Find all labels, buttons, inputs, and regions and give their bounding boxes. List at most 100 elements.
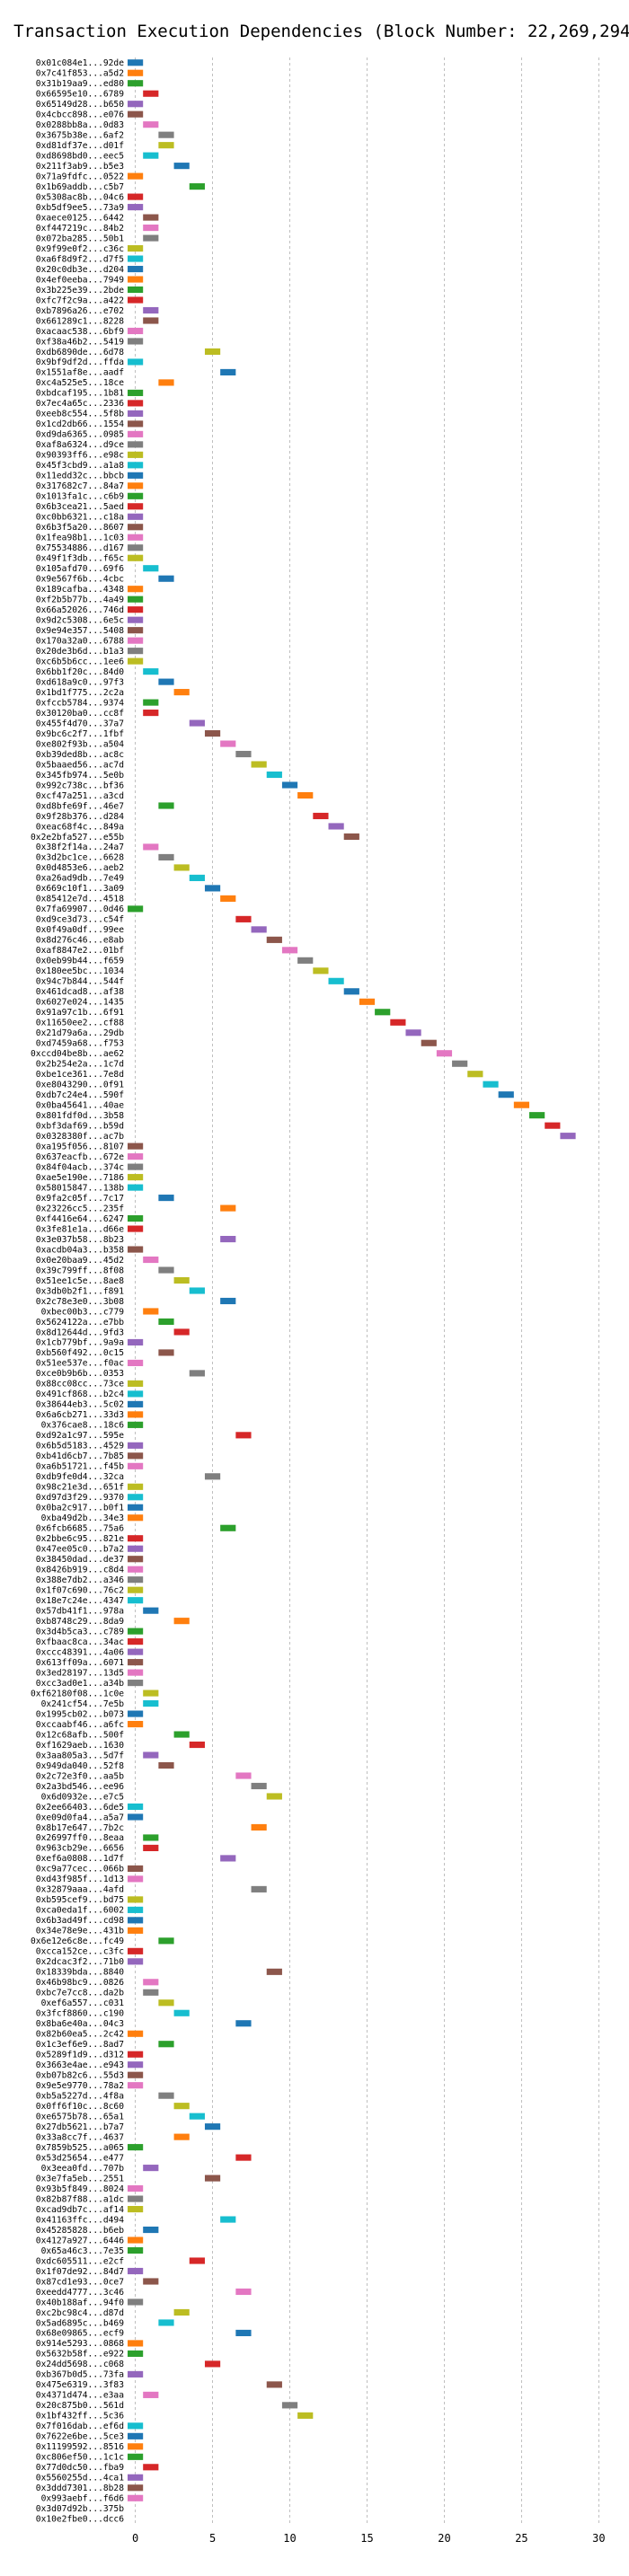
tx-hash-label: 0x2bbe6c95...821e bbox=[36, 1534, 124, 1544]
tx-bar bbox=[189, 1370, 205, 1377]
tx-hash-label: 0xbe1ce361...7e8d bbox=[36, 1070, 124, 1080]
tx-bar bbox=[128, 327, 144, 335]
tx-hash-label: 0x3fe81e1a...d66e bbox=[36, 1224, 124, 1234]
tx-bar bbox=[158, 1761, 174, 1769]
tx-hash-label: 0x01c084e1...92de bbox=[36, 58, 124, 68]
tx-hash-label: 0x2b254e2a...1c7d bbox=[36, 1060, 124, 1070]
tx-hash-label: 0x7f016dab...ef6d bbox=[36, 2422, 124, 2431]
tx-bar bbox=[128, 1390, 144, 1398]
tx-bar bbox=[128, 2350, 144, 2357]
tx-bar bbox=[128, 657, 144, 665]
tx-hash-label: 0x9d2c5308...6e5c bbox=[36, 615, 124, 625]
tx-hash-label: 0x11650ee2...cf88 bbox=[36, 1019, 124, 1028]
tx-bar bbox=[128, 1452, 144, 1460]
tx-bar bbox=[220, 1297, 236, 1305]
tx-hash-label: 0x41163ffc...d494 bbox=[36, 2215, 124, 2225]
tx-bar bbox=[128, 276, 144, 283]
tx-bar bbox=[128, 1958, 144, 1965]
tx-bar bbox=[189, 719, 205, 727]
tx-bar bbox=[529, 1112, 545, 1119]
tx-bar bbox=[143, 699, 159, 706]
tx-hash-label: 0x461dcad8...af38 bbox=[36, 987, 124, 997]
tx-bar bbox=[235, 1432, 252, 1439]
tx-hash-label: 0x5308ac8b...04c6 bbox=[36, 192, 124, 202]
tx-hash-label: 0xe6575b78...65a1 bbox=[36, 2112, 124, 2122]
tx-bar bbox=[143, 2464, 159, 2471]
tx-bar bbox=[128, 451, 144, 458]
tx-hash-label: 0xa26ad9db...7e49 bbox=[36, 874, 124, 884]
tx-hash-label: 0xb595cef9...bd75 bbox=[36, 1895, 124, 1905]
tx-hash-label: 0x491cf868...b2c4 bbox=[36, 1389, 124, 1399]
tx-hash-label: 0x26997ff0...8eaa bbox=[36, 1833, 124, 1843]
tx-bar bbox=[128, 1813, 144, 1821]
tx-hash-label: 0xcf47a251...a3cd bbox=[36, 791, 124, 801]
tx-bar bbox=[128, 410, 144, 417]
tx-hash-label: 0x9fa2c05f...7c17 bbox=[36, 1194, 124, 1204]
tx-hash-label: 0xd9da6365...0985 bbox=[36, 430, 124, 440]
tx-hash-label: 0x7859b525...a065 bbox=[36, 2143, 124, 2153]
tx-bar bbox=[266, 1968, 282, 1975]
tx-bar bbox=[128, 534, 144, 541]
tx-hash-label: 0x3d07d92b...375b bbox=[36, 2504, 124, 2514]
tx-hash-label: 0xcad9db7c...af14 bbox=[36, 2205, 124, 2215]
tx-bar bbox=[143, 1607, 159, 1614]
tx-bar bbox=[220, 1855, 236, 1862]
tx-hash-label: 0x9f99e0f2...c36c bbox=[36, 244, 124, 254]
tx-bar bbox=[128, 586, 144, 593]
tx-bar bbox=[251, 761, 267, 768]
grid-lines bbox=[135, 57, 599, 2524]
tx-hash-label: 0xb8748c29...8da9 bbox=[36, 1617, 124, 1627]
tx-bar bbox=[173, 1276, 190, 1284]
tx-bar bbox=[513, 1101, 530, 1108]
tx-bar bbox=[128, 1215, 144, 1222]
tx-hash-label: 0x072ba285...50b1 bbox=[36, 234, 124, 243]
tx-bar bbox=[128, 193, 144, 200]
tx-bar bbox=[128, 1442, 144, 1449]
tx-bar bbox=[143, 1834, 159, 1841]
x-tick-label: 30 bbox=[592, 2532, 605, 2545]
tx-hash-label: 0x1f07c690...76c2 bbox=[36, 1585, 124, 1595]
tx-hash-label: 0x94c7b844...544f bbox=[36, 977, 124, 987]
x-tick-label: 0 bbox=[132, 2532, 138, 2545]
tx-hash-label: 0x6b3f5a20...8607 bbox=[36, 523, 124, 533]
tx-bar bbox=[128, 172, 144, 180]
tx-bar bbox=[128, 1556, 144, 1563]
tx-hash-label: 0x18339bda...8840 bbox=[36, 1968, 124, 1978]
tx-bar bbox=[128, 1906, 144, 1913]
tx-bar bbox=[143, 121, 159, 128]
tx-hash-label: 0x33a8cc7f...4637 bbox=[36, 2132, 124, 2142]
tx-bar bbox=[128, 2474, 144, 2481]
tx-hash-label: 0x66595e10...6789 bbox=[36, 90, 124, 100]
x-tick-label: 10 bbox=[283, 2532, 296, 2545]
tx-bar bbox=[158, 2092, 174, 2099]
tx-hash-label: 0x58015847...138b bbox=[36, 1183, 124, 1193]
tx-hash-label: 0x613ff09a...6071 bbox=[36, 1658, 124, 1668]
tx-bar bbox=[189, 1741, 205, 1749]
tx-bar bbox=[220, 2216, 236, 2223]
tx-hash-label: 0x75534886...d167 bbox=[36, 543, 124, 553]
tx-bar bbox=[173, 864, 190, 871]
tx-hash-label: 0x2dcac3f2...71b0 bbox=[36, 1957, 124, 1967]
tx-bar bbox=[128, 1380, 144, 1387]
tx-hash-label: 0x8d276c46...e8ab bbox=[36, 936, 124, 946]
tx-bar bbox=[128, 1659, 144, 1666]
tx-hash-label: 0xdb9fe0d4...32ca bbox=[36, 1472, 124, 1482]
tx-bar bbox=[143, 843, 159, 851]
tx-hash-label: 0xdc605511...e2cf bbox=[36, 2256, 124, 2266]
tx-hash-label: 0x3e7fa5eb...2551 bbox=[36, 2174, 124, 2183]
tx-bar bbox=[266, 771, 282, 779]
tx-hash-label: 0x455f4d70...37a7 bbox=[36, 719, 124, 728]
tx-bar bbox=[173, 689, 190, 696]
tx-bar bbox=[128, 1411, 144, 1418]
tx-bar bbox=[128, 1225, 144, 1232]
tx-bar bbox=[128, 389, 144, 396]
tx-bar bbox=[173, 1328, 190, 1336]
tx-hash-label: 0xd97d3f29...9370 bbox=[36, 1493, 124, 1503]
tx-hash-label: 0x949da040...52f8 bbox=[36, 1761, 124, 1771]
tx-bar bbox=[128, 1494, 144, 1501]
tx-bar bbox=[251, 1782, 267, 1790]
tx-bar bbox=[204, 2123, 221, 2130]
tx-bar bbox=[375, 1009, 391, 1016]
tx-bar bbox=[158, 2319, 174, 2326]
